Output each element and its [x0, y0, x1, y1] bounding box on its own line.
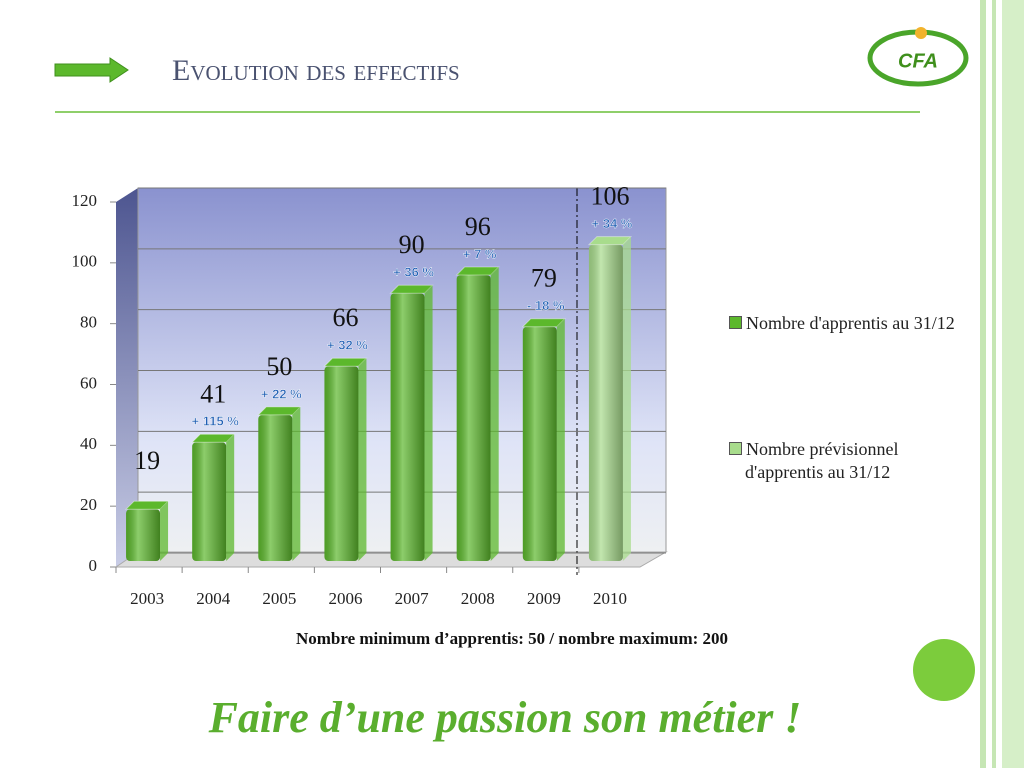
- value-label: 19: [134, 446, 160, 475]
- y-tick-label: 120: [72, 191, 98, 210]
- x-tick-label: 2010: [593, 589, 627, 608]
- legend-item: Nombre d'apprentis au 31/12: [729, 312, 975, 335]
- x-tick-label: 2004: [196, 589, 231, 608]
- bar-shade: [456, 275, 491, 561]
- bar-shade: [192, 442, 227, 561]
- value-label: 96: [465, 212, 491, 241]
- value-label: 50: [266, 352, 292, 381]
- x-tick-label: 2005: [262, 589, 296, 608]
- value-label: 41: [200, 379, 226, 408]
- bar-shade: [324, 366, 359, 561]
- growth-label: + 36 %: [393, 265, 434, 280]
- legend-label: Nombre d'apprentis au 31/12: [746, 313, 955, 333]
- logo-text: CFA: [898, 50, 938, 72]
- growth-label: + 22 %: [261, 386, 302, 401]
- note: Nombre minimum d’apprentis: 50 / nombre …: [296, 629, 728, 648]
- bar-shade: [588, 244, 623, 562]
- y-tick-label: 20: [80, 495, 97, 514]
- value-label: 79: [531, 264, 557, 293]
- bar-side: [622, 236, 631, 562]
- bar-side: [160, 501, 169, 561]
- growth-label: + 7 %: [463, 246, 497, 261]
- value-label: 90: [399, 230, 425, 259]
- x-tick-label: 2009: [527, 589, 561, 608]
- side-wall: [116, 188, 138, 567]
- legend-swatch: [729, 316, 742, 329]
- stripe: [980, 0, 986, 768]
- y-tick-label: 40: [80, 434, 97, 453]
- logo-dot: [915, 27, 927, 39]
- x-tick-label: 2003: [130, 589, 164, 608]
- growth-label: - 18 %: [527, 298, 565, 313]
- y-tick-label: 0: [89, 556, 98, 575]
- legend-label: Nombre prévisionnel d'apprentis au 31/12: [745, 439, 899, 482]
- bar-shade: [522, 326, 557, 561]
- slide-title: Evolution des effectifs: [172, 54, 460, 87]
- bar-shade: [126, 509, 161, 561]
- legend-item: Nombre prévisionnel d'apprentis au 31/12: [729, 438, 975, 484]
- growth-label: + 115 %: [192, 414, 240, 429]
- bar-shade: [258, 414, 293, 561]
- bar-side: [556, 318, 565, 561]
- growth-label: + 34 %: [592, 216, 633, 231]
- bar-side: [424, 285, 433, 561]
- y-tick-label: 80: [80, 313, 97, 332]
- bar-shade: [390, 293, 425, 561]
- bar-side: [490, 267, 499, 561]
- y-tick-label: 100: [72, 252, 98, 271]
- stripe: [1002, 0, 1024, 768]
- arrow-icon: [54, 57, 129, 83]
- value-label: 66: [332, 303, 358, 332]
- x-tick-label: 2008: [461, 589, 495, 608]
- bar-side: [226, 434, 235, 561]
- legend-swatch: [729, 442, 742, 455]
- y-tick-label: 60: [80, 373, 97, 392]
- growth-label: + 32 %: [327, 338, 368, 353]
- x-tick-label: 2007: [395, 589, 430, 608]
- value-label: 106: [590, 182, 629, 211]
- x-tick-label: 2006: [328, 589, 362, 608]
- bar-side: [292, 406, 301, 561]
- stripe: [992, 0, 996, 768]
- tagline: Faire d’une passion son métier !: [208, 693, 802, 742]
- deco-circle: [913, 639, 975, 701]
- bar-side: [358, 358, 367, 561]
